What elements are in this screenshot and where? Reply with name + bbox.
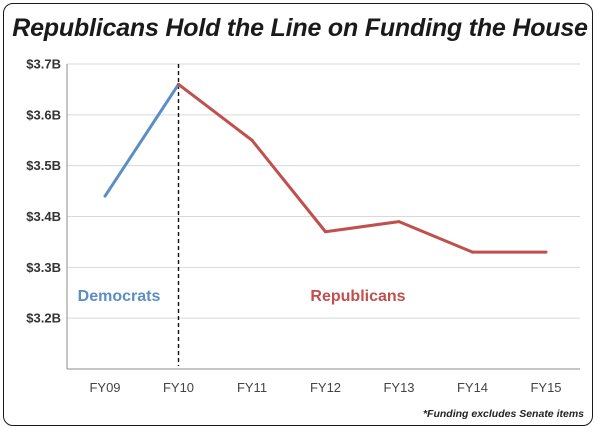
gridlines [67,63,580,319]
x-tick-label: FY11 [237,380,267,395]
x-tick-labels: FY09 FY10 FY11 FY12 FY13 FY14 FY15 [89,380,561,395]
data-point-republicans [544,250,548,254]
data-point-republicans [471,250,474,254]
series-line-democrats [103,83,180,197]
footnote: *Funding excludes Senate items [423,408,584,420]
x-tick-label: FY13 [383,380,414,395]
data-point-republicans [397,220,401,224]
data-point-democrats [103,194,107,198]
x-tick-label: FY14 [457,380,488,395]
y-tick-labels: $3.2B $3.3B $3.4B $3.5B $3.6B $3.7B [26,57,61,326]
y-tick-label: $3.3B [26,260,61,275]
series-lines [103,64,548,366]
series-labels: Democrats Republicans [78,288,406,305]
chart-title: Republicans Hold the Line on Funding the… [12,14,588,42]
x-tick-label: FY10 [163,380,194,395]
y-tick-label: $3.4B [26,209,61,224]
data-point-republicans [324,230,327,234]
x-tick-label: FY12 [310,380,341,395]
x-tick-label: FY15 [530,380,561,395]
series-label-democrats: Democrats [78,288,161,305]
data-point-republicans [177,82,180,86]
axes [66,64,580,370]
series-label-republicans: Republicans [310,288,405,305]
y-tick-label: $3.7B [26,57,61,72]
y-tick-label: $3.2B [26,311,61,326]
series-line-republicans [177,83,546,254]
y-tick-label: $3.5B [26,158,61,173]
x-tick-label: FY09 [89,380,120,395]
data-point-republicans [250,138,254,142]
y-tick-label: $3.6B [26,107,61,122]
chart-frame [3,3,593,426]
